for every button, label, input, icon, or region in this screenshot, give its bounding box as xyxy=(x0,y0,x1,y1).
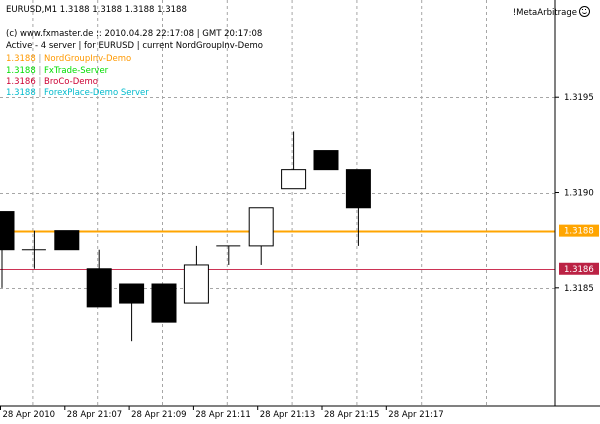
time-tick-label: 28 Apr 21:13 xyxy=(260,410,315,420)
candle-body-bear xyxy=(345,169,371,209)
server-quote-row: 1.3188 | FxTrade-Server xyxy=(6,66,108,77)
server-quote-name: BroCo-Demo xyxy=(44,77,98,87)
chart-frame xyxy=(0,0,600,407)
copyright-info: (c) www.fxmaster.de :: 2010.04.28 22:17:… xyxy=(6,29,263,39)
server-quote-price: 1.3188 xyxy=(6,66,36,76)
candle-body-bull xyxy=(183,264,209,304)
server-quote-name: FxTrade-Server xyxy=(44,66,109,76)
server-quote-name: ForexPlace-Demo Server xyxy=(44,88,149,98)
price-tag-label: 1.3188 xyxy=(564,227,594,237)
candle-body-bear xyxy=(86,268,112,308)
expert-advisor-label[interactable]: !MetaArbitrage xyxy=(513,6,590,19)
chart-title: EURUSD,M1 1.3188 1.3188 1.3188 1.3188 xyxy=(6,5,187,15)
price-tick-label: 1.3185 xyxy=(564,284,594,294)
price-tick-label: 1.3195 xyxy=(564,93,594,103)
separator: | xyxy=(38,66,42,76)
time-tick-label: 28 Apr 21:17 xyxy=(388,410,443,420)
price-axis: 1.3195 1.3190 1.3185 xyxy=(555,93,594,294)
server-quote-name: NordGroupInv-Demo xyxy=(44,54,132,64)
price-tag-background xyxy=(559,224,599,237)
time-axis: 28 Apr 2010 28 Apr 21:07 28 Apr 21:09 28 Ap… xyxy=(0,406,444,420)
candle-body-bear xyxy=(313,150,339,171)
candle-body-bear xyxy=(54,230,80,251)
server-quote-price: 1.3188 xyxy=(6,54,36,64)
price-tag-label: 1.3186 xyxy=(564,265,594,275)
price-tick-label: 1.3190 xyxy=(564,189,594,199)
smiley-face-icon[interactable] xyxy=(579,6,590,17)
server-status-info: Active - 4 server | for EURUSD | current… xyxy=(6,41,263,51)
candlestick-series xyxy=(0,131,371,342)
candle-body-bull xyxy=(248,207,274,247)
candle-body-bull xyxy=(281,169,307,190)
separator: | xyxy=(38,77,42,87)
time-tick-label: 28 Apr 21:07 xyxy=(67,410,122,420)
separator: | xyxy=(38,54,42,64)
server-quote-price: 1.3186 xyxy=(6,77,36,87)
server-quote-price: 1.3188 xyxy=(6,88,36,98)
price-tags: 1.3188 1.3186 xyxy=(559,224,599,275)
candle-body-bear xyxy=(0,211,15,251)
candle-body-bear xyxy=(151,283,177,323)
price-tag-background xyxy=(559,262,599,275)
time-tick-label: 28 Apr 21:09 xyxy=(131,410,186,420)
time-tick-label: 28 Apr 21:15 xyxy=(324,410,379,420)
server-quote-row: 1.3186 | BroCo-Demo xyxy=(6,77,98,88)
candle-body-bear xyxy=(119,283,145,304)
expert-advisor-name: !MetaArbitrage xyxy=(512,8,577,18)
separator: | xyxy=(38,88,42,98)
server-quote-row: 1.3188 | ForexPlace-Demo Server xyxy=(6,88,149,99)
server-quote-row: 1.3188 | NordGroupInv-Demo xyxy=(6,54,131,65)
time-tick-label: 28 Apr 21:11 xyxy=(195,410,250,420)
grid-lines xyxy=(0,0,555,406)
price-lines xyxy=(0,230,555,270)
time-tick-label: 28 Apr 2010 xyxy=(3,410,56,420)
